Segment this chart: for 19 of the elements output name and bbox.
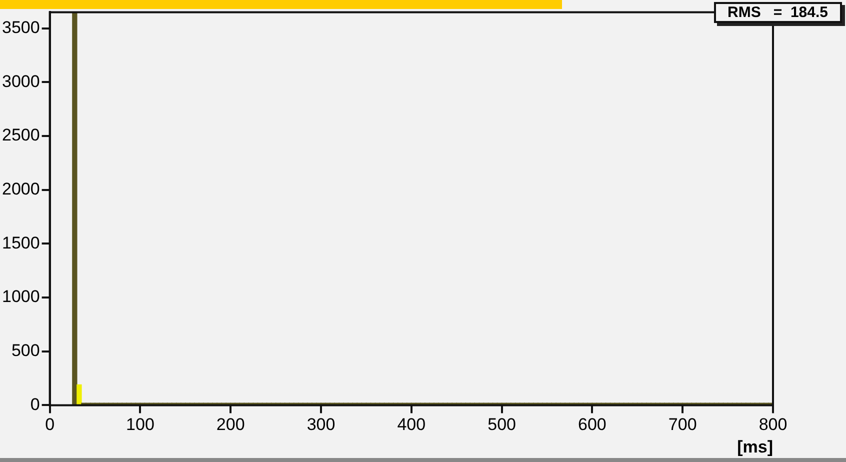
y-tick-label: 3000 — [2, 72, 40, 91]
annotation: RMS = 184.5 — [714, 2, 842, 23]
x-tick-label: 200 — [216, 415, 245, 434]
x-tick-label: 700 — [668, 415, 697, 434]
x-tick-label: 0 — [45, 415, 55, 434]
y-tick-label: 500 — [11, 341, 40, 360]
y-tick-label: 2000 — [2, 180, 40, 199]
x-tick-label: 300 — [306, 415, 336, 434]
y-tick-label: 2500 — [2, 126, 40, 145]
x-tick-label: 800 — [758, 415, 788, 434]
y-tick-label: 0 — [30, 394, 40, 414]
y-tick-label: 1500 — [2, 233, 40, 252]
x-axis-title: [ms] — [737, 437, 773, 456]
y-tick-label: 3500 — [2, 18, 40, 38]
y-tick-label: 1000 — [2, 287, 40, 306]
x-tick-label: 600 — [578, 415, 606, 434]
x-tick-label: 400 — [397, 415, 426, 434]
x-tick-label: 500 — [488, 415, 516, 434]
x-tick-label: 100 — [126, 415, 154, 434]
